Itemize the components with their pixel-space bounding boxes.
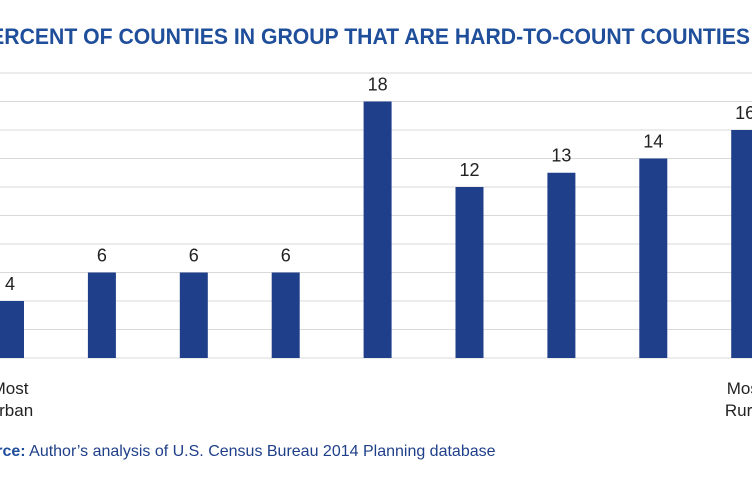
bar (0, 301, 24, 358)
value-label: 13 (551, 146, 571, 166)
x-tick-label: Most Urban (0, 379, 33, 420)
bar (455, 187, 484, 358)
value-label: 14 (643, 131, 663, 151)
value-label: 12 (459, 160, 479, 180)
value-label: 18 (368, 74, 388, 94)
x-tick-label-line: Most (0, 379, 29, 398)
value-label: 16 (735, 103, 752, 123)
bar (363, 101, 392, 358)
value-label: 6 (97, 245, 107, 265)
bar (271, 272, 300, 358)
x-tick-label-line: Most (727, 379, 752, 398)
bar (547, 172, 576, 358)
x-tick-label-line: Rural (725, 401, 752, 420)
x-tick-label-line: Urban (0, 401, 33, 420)
x-tick-label: Most Rural (725, 379, 752, 420)
value-label: 4 (5, 274, 15, 294)
chart-title: PERCENT OF COUNTIES IN GROUP THAT ARE HA… (0, 24, 750, 49)
bar (731, 130, 752, 358)
bar (87, 272, 116, 358)
bar (179, 272, 208, 358)
source-label: Source: (0, 443, 26, 460)
source-text: Author’s analysis of U.S. Census Bureau … (29, 443, 495, 460)
value-label: 6 (189, 245, 199, 265)
bar (639, 158, 668, 358)
value-label: 6 (281, 245, 291, 265)
source-note: Source: Author’s analysis of U.S. Census… (0, 443, 496, 460)
